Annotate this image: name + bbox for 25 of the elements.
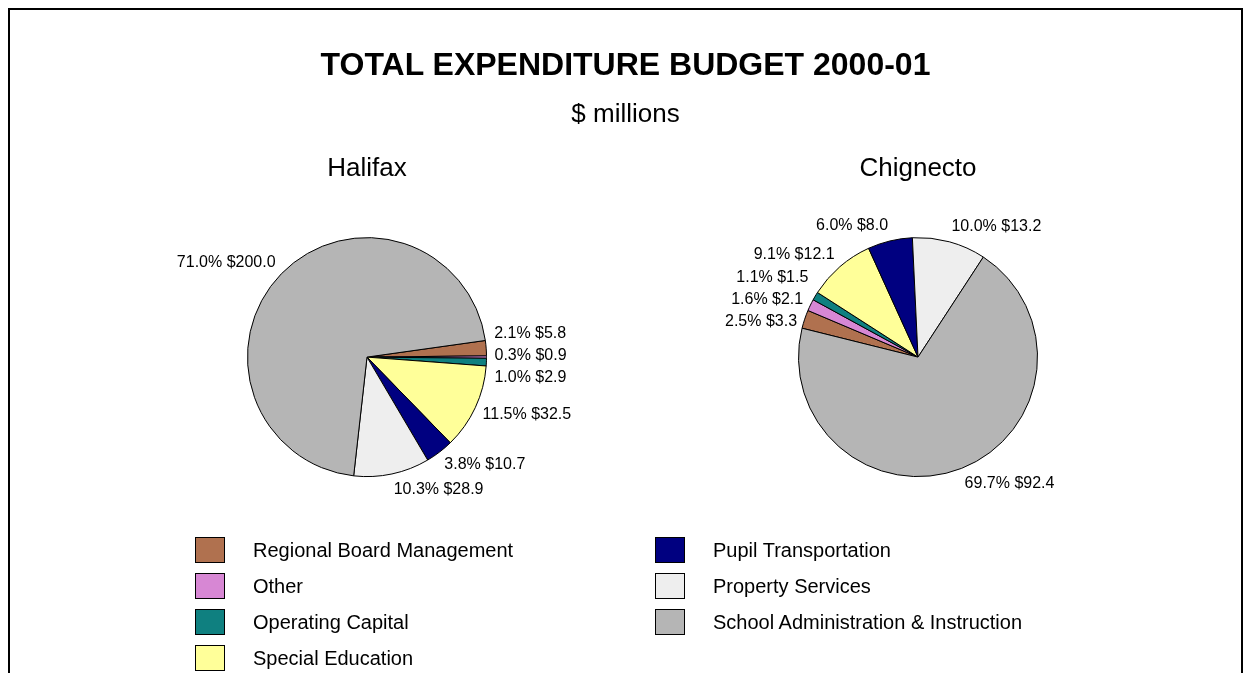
legend-label: Regional Board Management bbox=[253, 538, 514, 562]
data-label: 10.0% $13.2 bbox=[951, 216, 1042, 234]
data-label: 1.6% $2.1 bbox=[731, 290, 804, 308]
data-label: 6.0% $8.0 bbox=[816, 215, 889, 233]
slice-label: Chignecto bbox=[859, 151, 977, 182]
slice-label: Halifax bbox=[327, 151, 407, 182]
legend-label: Property Services bbox=[713, 574, 871, 598]
chart-subtitle: $ millions bbox=[570, 98, 681, 129]
legend-label: School Administration & Instruction bbox=[713, 610, 1023, 634]
data-label: 1.0% $2.9 bbox=[494, 368, 567, 386]
data-label: 3.8% $10.7 bbox=[444, 455, 526, 473]
legend-label: Special Education bbox=[253, 646, 414, 670]
data-label: 69.7% $92.4 bbox=[964, 473, 1055, 491]
data-label: 2.5% $3.3 bbox=[725, 312, 798, 330]
data-label: 1.1% $1.5 bbox=[736, 268, 809, 286]
data-label: 11.5% $32.5 bbox=[482, 404, 572, 422]
data-label: 2.1% $5.8 bbox=[494, 324, 567, 342]
data-label: 9.1% $12.1 bbox=[753, 245, 835, 262]
legend-label: Pupil Transportation bbox=[713, 538, 891, 562]
legend-label: Operating Capital bbox=[253, 610, 409, 634]
data-label: 71.0% $200.0 bbox=[176, 253, 276, 271]
data-label: 10.3% $28.9 bbox=[393, 480, 484, 498]
legend-label: Other bbox=[253, 574, 304, 598]
data-label: 0.3% $0.9 bbox=[494, 346, 567, 364]
chart-title: TOTAL EXPENDITURE BUDGET 2000-01 bbox=[319, 46, 932, 83]
